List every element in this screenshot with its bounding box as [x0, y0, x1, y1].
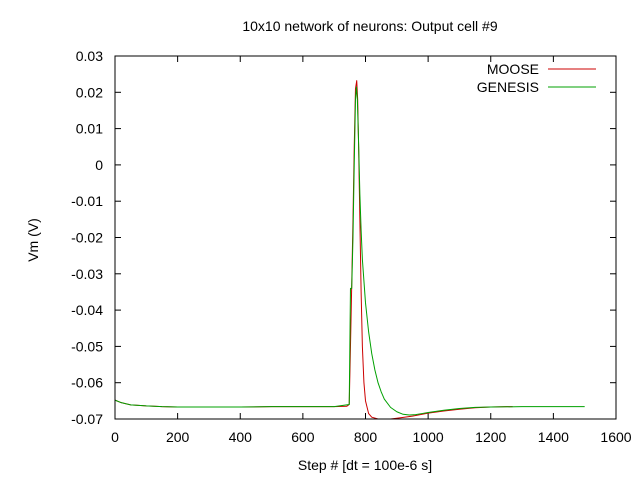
y-tick-label: 0.03 — [76, 48, 103, 64]
y-tick-label: -0.03 — [71, 266, 103, 282]
y-tick-label: -0.06 — [71, 375, 103, 391]
legend-label-genesis: GENESIS — [477, 79, 539, 95]
y-tick-label: -0.05 — [71, 338, 103, 354]
x-tick-label: 1400 — [538, 429, 569, 445]
ticks-layer: 0 200 400 600 800 1000 1200 1400 1600 0.03 0.02 0.0… — [71, 48, 632, 445]
legend: MOOSE GENESIS — [477, 61, 596, 95]
x-tick-label: 200 — [166, 429, 190, 445]
series-line-genesis — [114, 86, 585, 416]
y-tick-label: 0.01 — [76, 121, 103, 137]
y-axis-title: Vm (V) — [25, 218, 41, 262]
x-tick-label: 1000 — [413, 429, 444, 445]
x-tick-label: 1600 — [600, 429, 631, 445]
y-tick-label: -0.07 — [71, 411, 103, 427]
y-tick-label: -0.02 — [71, 230, 103, 246]
y-tick-label: -0.01 — [71, 193, 103, 209]
series-layer — [114, 80, 585, 420]
plot-frame — [114, 55, 617, 420]
x-tick-label: 1200 — [475, 429, 506, 445]
x-tick-label: 400 — [229, 429, 253, 445]
x-tick-label: 800 — [354, 429, 378, 445]
y-tick-label: 0.02 — [76, 84, 103, 100]
x-tick-label: 0 — [111, 429, 119, 445]
y-tick-label: -0.04 — [71, 302, 103, 318]
y-tick-label: 0 — [95, 157, 103, 173]
x-tick-label: 600 — [291, 429, 315, 445]
chart-title: 10x10 network of neurons: Output cell #9 — [242, 18, 497, 34]
x-axis-title: Step # [dt = 100e-6 s] — [298, 457, 432, 473]
legend-label-moose: MOOSE — [487, 61, 539, 77]
